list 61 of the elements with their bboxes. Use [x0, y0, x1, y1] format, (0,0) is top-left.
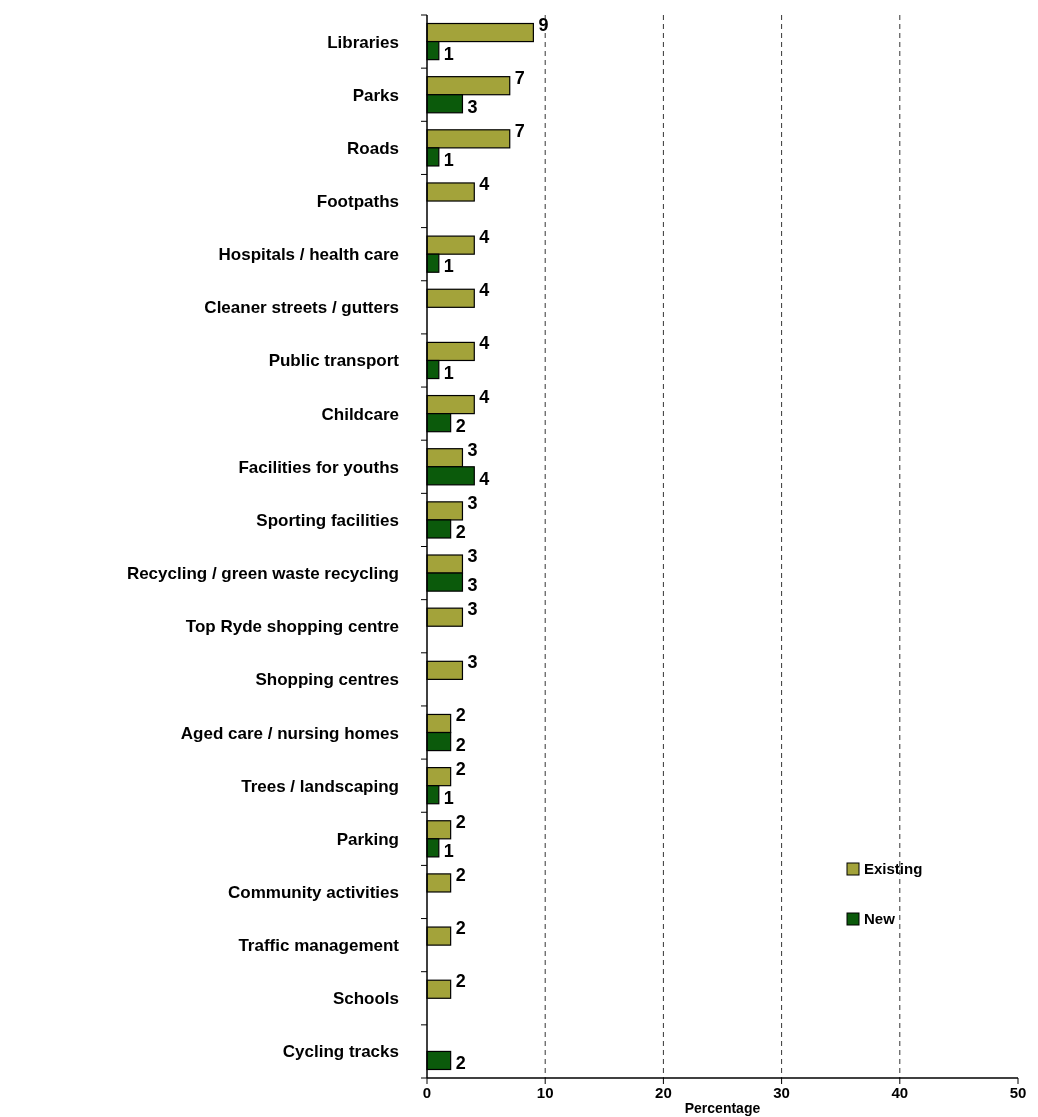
data-label: 2 [455, 918, 466, 939]
data-label: 2 [455, 1053, 466, 1074]
y-tick-label: Community activities [228, 882, 399, 902]
data-label: 2 [455, 415, 466, 436]
data-label: 7 [514, 67, 525, 88]
y-tick-label: Parks [352, 85, 399, 105]
y-tick-label: Cycling tracks [282, 1042, 399, 1062]
y-tick-label: Facilities for youths [238, 457, 399, 477]
x-tick-label: 30 [773, 1084, 790, 1101]
data-label: 7 [514, 120, 525, 141]
x-tick-label: 10 [536, 1084, 554, 1101]
data-label: 1 [443, 787, 454, 808]
y-tick-label: Sporting facilities [256, 510, 399, 530]
y-tick-label: Hospitals / health care [218, 245, 399, 265]
data-label: 1 [443, 256, 454, 277]
data-label: 3 [467, 652, 478, 673]
data-label: 4 [479, 280, 490, 301]
data-label: 4 [479, 227, 490, 248]
data-label: 4 [479, 333, 490, 354]
data-label: 3 [467, 575, 478, 596]
legend-label: Existing [864, 860, 923, 877]
y-tick-label: Footpaths [316, 192, 399, 212]
data-label: 2 [455, 758, 466, 779]
data-label: 3 [467, 546, 478, 567]
data-label: 2 [455, 521, 466, 542]
y-tick-label: Schools [332, 989, 399, 1009]
y-tick-label: Roads [347, 138, 399, 158]
x-tick-label: 20 [655, 1084, 672, 1101]
data-label: 3 [467, 599, 478, 620]
data-label: 1 [443, 43, 454, 64]
x-axis-title: Percentage [684, 1100, 761, 1116]
data-label: 2 [455, 864, 466, 885]
x-tick-label: 0 [422, 1084, 432, 1101]
data-label: 2 [455, 811, 466, 832]
data-label: 1 [443, 149, 454, 170]
legend-label: New [864, 910, 896, 927]
y-tick-label: Traffic management [238, 936, 400, 956]
y-tick-label: Shopping centres [255, 670, 399, 690]
data-label: 4 [479, 173, 490, 194]
data-label: 1 [443, 362, 454, 383]
data-label: 3 [467, 439, 478, 460]
data-label: 4 [479, 468, 490, 489]
y-tick-label: Top Ryde shopping centre [185, 617, 399, 637]
y-tick-label: Recycling / green waste recycling [126, 564, 399, 584]
y-tick-label: Public transport [268, 351, 400, 371]
x-tick-label: 50 [1009, 1084, 1027, 1101]
data-label: 3 [467, 492, 478, 513]
data-label: 1 [443, 840, 454, 861]
y-tick-label: Cleaner streets / gutters [204, 298, 399, 318]
y-tick-label: Trees / landscaping [241, 776, 399, 796]
data-label: 2 [455, 705, 466, 726]
data-label: 4 [479, 386, 490, 407]
data-label: 2 [455, 734, 466, 755]
y-tick-label: Aged care / nursing homes [180, 723, 399, 743]
y-tick-label: Parking [336, 829, 399, 849]
data-label: 2 [455, 971, 466, 992]
x-tick-label: 40 [891, 1084, 909, 1101]
data-label: 9 [538, 14, 549, 35]
data-label: 3 [467, 96, 478, 117]
y-tick-label: Libraries [327, 32, 399, 52]
y-tick-label: Childcare [321, 404, 399, 424]
